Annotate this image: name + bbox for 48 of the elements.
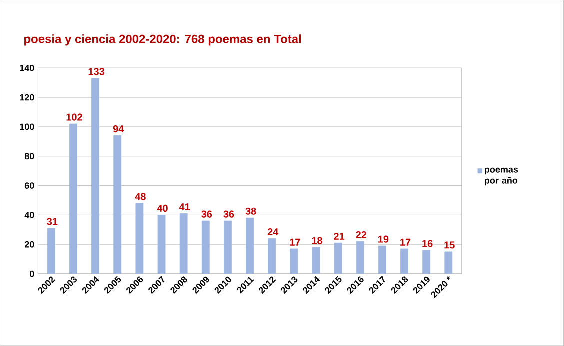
data-label: 36 — [202, 210, 212, 218]
y-tick-label: 140 — [20, 64, 34, 72]
bar — [290, 248, 298, 274]
data-label: 17 — [400, 238, 411, 246]
data-label: 31 — [47, 218, 58, 226]
bar — [268, 238, 276, 274]
data-label: 17 — [290, 238, 300, 246]
bar — [92, 78, 100, 274]
bar — [356, 241, 364, 274]
bar — [224, 220, 232, 274]
data-label: 102 — [66, 114, 82, 121]
bar — [422, 250, 431, 274]
y-tick-label: 0 — [30, 270, 34, 278]
bar — [70, 124, 78, 274]
legend-label: poemas por año — [485, 168, 518, 186]
bar — [444, 252, 453, 274]
data-label: 19 — [378, 236, 389, 243]
bar — [334, 242, 342, 274]
bar — [378, 246, 386, 274]
data-label: 21 — [334, 232, 345, 240]
y-tick-label: 60 — [24, 182, 34, 189]
bar — [158, 214, 166, 274]
data-label: 15 — [444, 242, 455, 249]
data-label: 16 — [422, 240, 433, 248]
bar — [312, 247, 320, 274]
bar — [114, 136, 122, 274]
bar — [400, 248, 408, 274]
bar — [202, 220, 210, 274]
chart-title: poesia y ciencia 2002-2020: 768 poemas en Total — [24, 34, 302, 46]
data-label: 133 — [88, 68, 105, 76]
y-tick-label: 80 — [24, 153, 34, 160]
data-label: 48 — [135, 193, 146, 200]
bar — [180, 213, 188, 274]
bar — [246, 218, 254, 274]
data-label: 41 — [179, 204, 190, 210]
data-label: 18 — [312, 237, 322, 244]
y-tick-label: 20 — [24, 241, 34, 248]
bar — [136, 203, 144, 274]
y-tick-label: 100 — [20, 124, 34, 130]
bar — [47, 228, 56, 274]
data-label: 38 — [246, 208, 256, 215]
data-label: 36 — [224, 210, 234, 218]
data-label: 24 — [268, 228, 279, 236]
data-label: 94 — [113, 125, 124, 133]
y-tick-label: 120 — [20, 94, 34, 101]
data-label: 22 — [356, 231, 367, 238]
data-label: 40 — [157, 204, 168, 212]
y-tick-label: 40 — [24, 212, 34, 218]
